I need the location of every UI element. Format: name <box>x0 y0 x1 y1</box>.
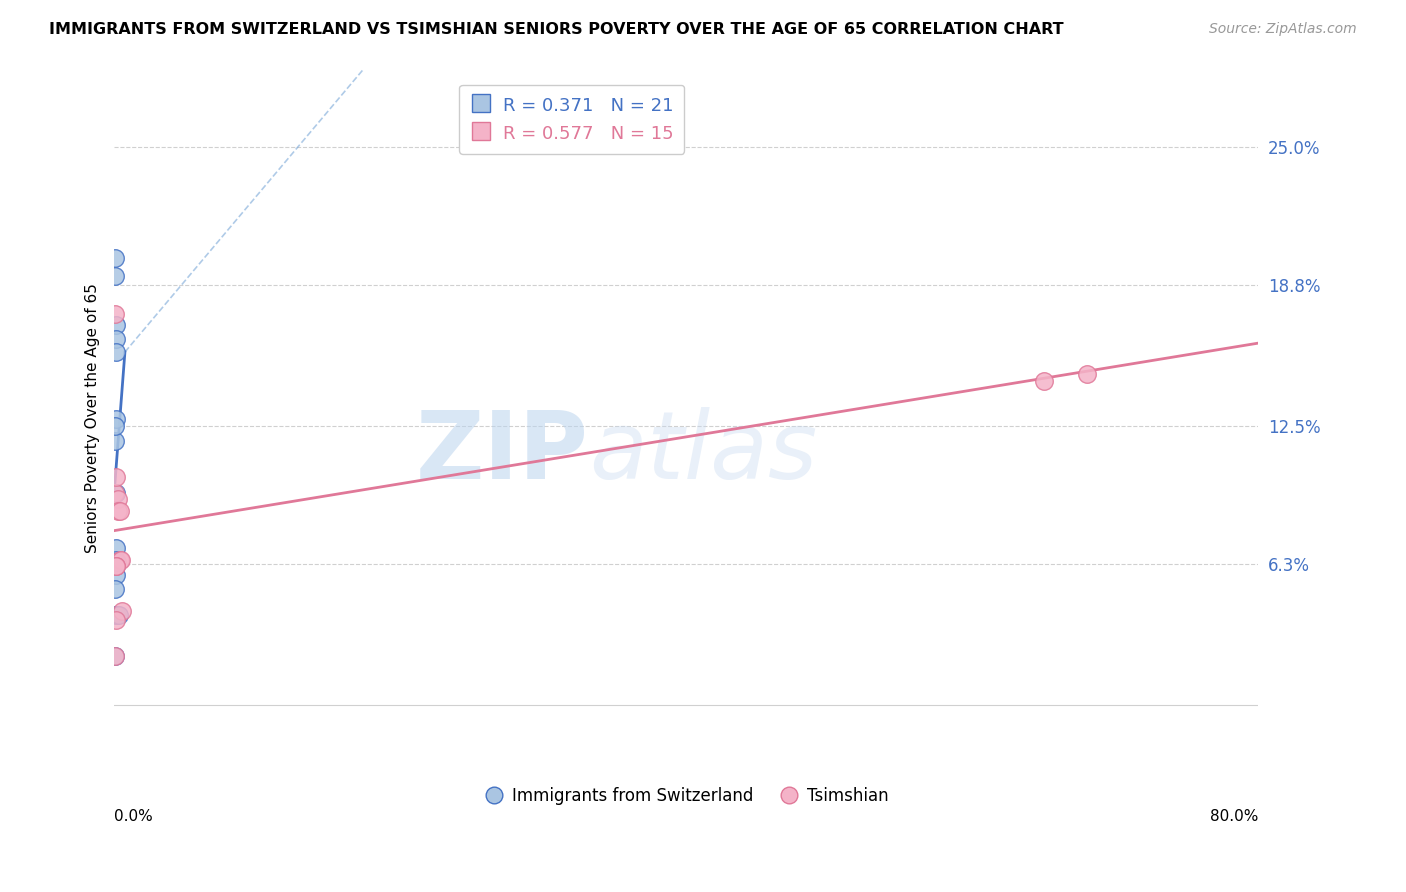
Point <box>104 307 127 321</box>
Point <box>104 559 127 574</box>
Point <box>104 648 127 663</box>
Point <box>104 648 127 663</box>
Point <box>104 252 127 266</box>
Point <box>1032 374 1054 388</box>
Point <box>104 418 127 433</box>
Point <box>104 485 127 500</box>
Point <box>107 503 129 517</box>
Point <box>105 552 128 566</box>
Point <box>104 269 127 284</box>
Point <box>107 492 129 507</box>
Point <box>104 557 127 571</box>
Point <box>111 604 134 618</box>
Point <box>105 470 128 484</box>
Point <box>105 608 128 623</box>
Point <box>105 555 128 569</box>
Text: Source: ZipAtlas.com: Source: ZipAtlas.com <box>1209 22 1357 37</box>
Y-axis label: Seniors Poverty Over the Age of 65: Seniors Poverty Over the Age of 65 <box>86 283 100 553</box>
Point <box>104 582 127 596</box>
Point <box>104 332 127 346</box>
Point <box>1076 368 1098 382</box>
Text: 80.0%: 80.0% <box>1211 809 1258 824</box>
Point <box>108 608 131 623</box>
Text: IMMIGRANTS FROM SWITZERLAND VS TSIMSHIAN SENIORS POVERTY OVER THE AGE OF 65 CORR: IMMIGRANTS FROM SWITZERLAND VS TSIMSHIAN… <box>49 22 1064 37</box>
Text: 0.0%: 0.0% <box>114 809 153 824</box>
Legend: Immigrants from Switzerland, Tsimshian: Immigrants from Switzerland, Tsimshian <box>477 780 896 812</box>
Point <box>105 541 128 556</box>
Point <box>108 552 131 566</box>
Point <box>110 552 132 566</box>
Point <box>104 434 127 449</box>
Text: atlas: atlas <box>589 408 817 499</box>
Point <box>104 318 127 333</box>
Point <box>108 503 131 517</box>
Point <box>104 613 127 627</box>
Point <box>104 485 127 500</box>
Point <box>104 345 127 359</box>
Point <box>105 412 128 426</box>
Point <box>105 608 128 623</box>
Text: ZIP: ZIP <box>416 407 589 499</box>
Point <box>104 559 127 574</box>
Point <box>104 559 127 574</box>
Point <box>104 568 127 582</box>
Point <box>104 555 127 569</box>
